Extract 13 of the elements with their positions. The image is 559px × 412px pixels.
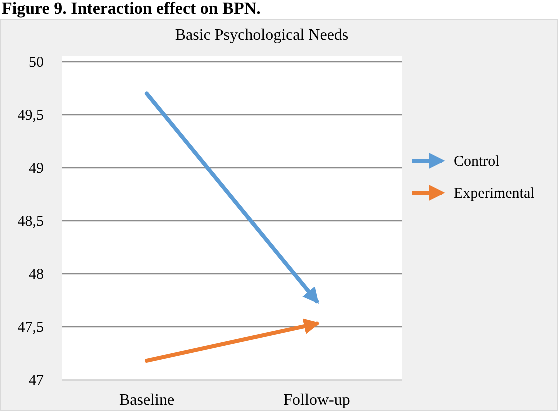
caption: Figure 9. Interaction effect on BPN. [2,0,261,18]
y-tick-label: 47,5 [18,320,44,336]
y-tick-label: 49,5 [18,108,44,124]
legend-label: Control [454,154,500,170]
x-tick-label: Baseline [119,392,175,409]
legend-label: Experimental [454,186,535,202]
x-tick-label: Follow-up [284,392,350,409]
y-tick-label: 49 [29,161,44,177]
y-tick-label: 48 [29,267,44,283]
y-tick-label: 50 [29,55,44,71]
y-tick-label: 47 [29,373,44,389]
chart-title: Basic Psychological Needs [175,27,349,44]
y-tick-label: 48,5 [18,214,44,230]
